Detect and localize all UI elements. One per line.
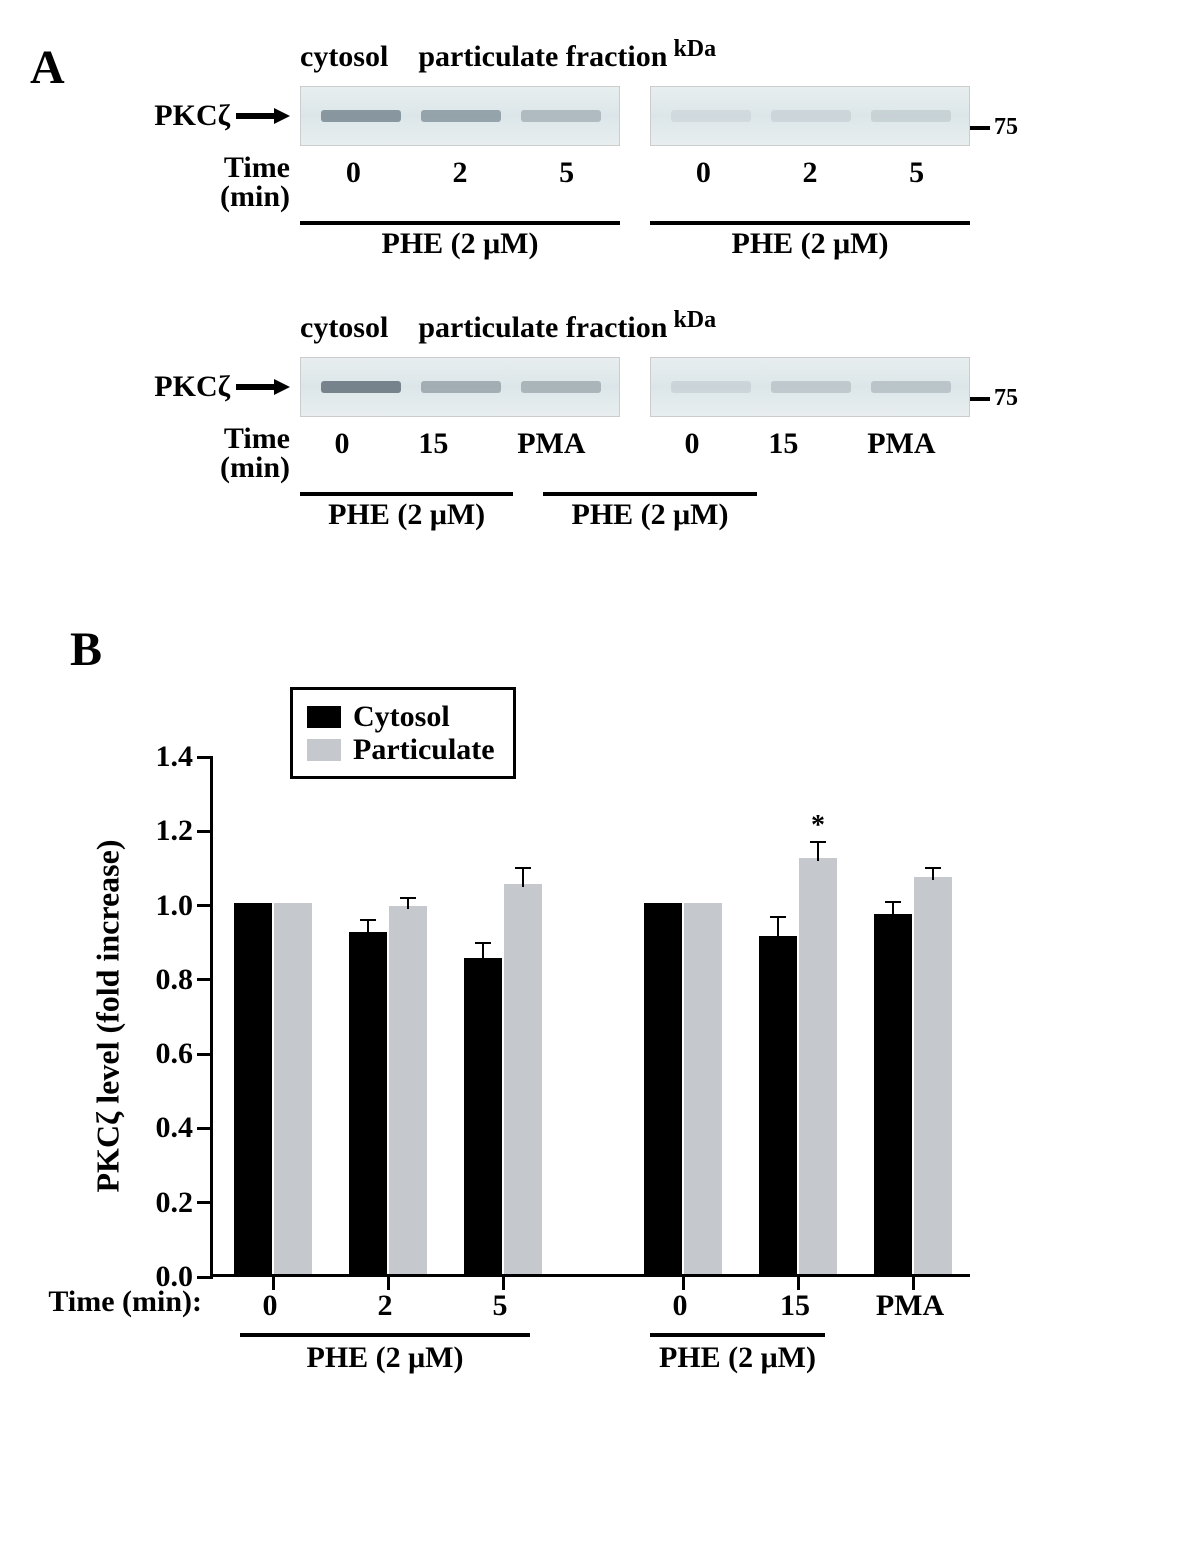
treatment-label: PHE (2 μM) [300, 492, 513, 532]
chart-legend: CytosolParticulate [290, 687, 516, 779]
x-tick-label: 0 [673, 1289, 688, 1323]
bar-particulate [274, 903, 312, 1274]
y-tick-label: 1.2 [156, 814, 194, 848]
bar-cytosol [759, 936, 797, 1274]
y-axis-label: PKCζ level (fold increase) [90, 839, 127, 1192]
bar-particulate [799, 858, 837, 1274]
western-blot [650, 357, 970, 417]
kda-header: kDa [673, 36, 716, 63]
bar-chart: CytosolParticulate PKCζ level (fold incr… [90, 757, 1168, 1393]
treatment-label: PHE (2 μM) [650, 221, 970, 261]
y-tick-label: 0.6 [156, 1037, 194, 1071]
arrow-icon [236, 377, 290, 397]
bar-particulate [389, 906, 427, 1274]
blot-title-cytosol: cytosol [300, 40, 388, 74]
lane-labels: 025 [650, 156, 970, 190]
western-blot [300, 357, 620, 417]
western-blot [650, 86, 970, 146]
bar-cytosol [464, 958, 502, 1274]
kda-marker: 75 [970, 114, 1018, 141]
bar-particulate [914, 877, 952, 1274]
panel-b: B CytosolParticulate PKCζ level (fold in… [30, 622, 1168, 1393]
treatment-label: PHE (2 μM) [300, 221, 620, 261]
panel-a: A cytosolparticulate fractionkDaPKCζ75Ti… [30, 40, 1168, 582]
treatment-label: PHE (2 μM) [240, 1333, 530, 1375]
time-axis-label: Time (min): [48, 1285, 202, 1319]
kda-header: kDa [673, 307, 716, 334]
bar-cytosol [234, 903, 272, 1274]
protein-label: PKCζ [110, 99, 290, 133]
panel-b-label: B [70, 622, 1168, 677]
protein-label: PKCζ [110, 370, 290, 404]
y-tick-label: 0.4 [156, 1111, 194, 1145]
lane-labels: 025 [300, 156, 620, 190]
x-tick-label: 0 [263, 1289, 278, 1323]
treatment-label: PHE (2 μM) [543, 492, 756, 532]
legend-item: Cytosol [307, 700, 495, 733]
x-tick-label: 2 [378, 1289, 393, 1323]
legend-item: Particulate [307, 733, 495, 766]
time-label: Time(min) [110, 154, 290, 211]
x-tick-label: PMA [876, 1289, 944, 1323]
y-tick-label: 1.4 [156, 740, 194, 774]
bar-particulate [684, 903, 722, 1274]
treatment-label: PHE (2 μM) [650, 1333, 825, 1375]
kda-marker: 75 [970, 385, 1018, 412]
lane-labels: 015PMA [300, 427, 620, 461]
bar-cytosol [644, 903, 682, 1274]
bar-cytosol [349, 932, 387, 1274]
x-tick-label: 15 [780, 1289, 810, 1323]
significance-marker: * [811, 810, 825, 842]
bar-particulate [504, 884, 542, 1274]
blot-title-particulate: particulate fraction [418, 311, 667, 345]
y-tick-label: 0.8 [156, 963, 194, 997]
lane-labels: 015PMA [650, 427, 970, 461]
western-blot [300, 86, 620, 146]
blot-title-cytosol: cytosol [300, 311, 388, 345]
arrow-icon [236, 106, 290, 126]
blot-title-particulate: particulate fraction [418, 40, 667, 74]
y-tick-label: 1.0 [156, 889, 194, 923]
time-label: Time(min) [110, 425, 290, 482]
x-tick-label: 5 [493, 1289, 508, 1323]
y-tick-label: 0.2 [156, 1186, 194, 1220]
bar-cytosol [874, 914, 912, 1274]
panel-a-label: A [30, 40, 110, 582]
